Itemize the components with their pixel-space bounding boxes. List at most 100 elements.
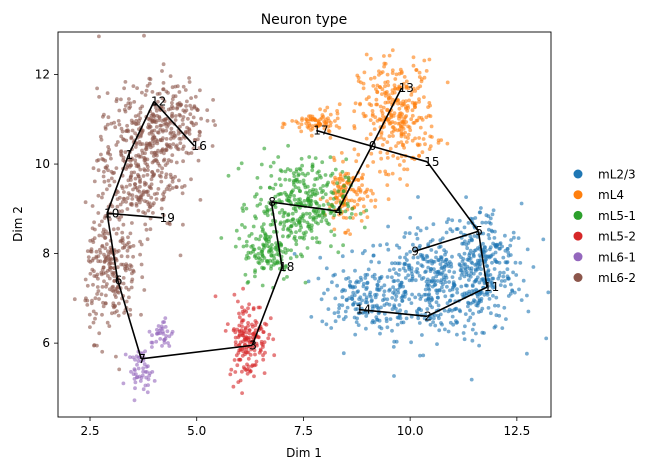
scatter-point: [490, 276, 495, 281]
scatter-point: [244, 256, 249, 261]
scatter-point: [369, 259, 374, 264]
scatter-point: [286, 234, 290, 239]
scatter-point: [290, 119, 295, 123]
scatter-point: [429, 124, 434, 129]
scatter-point: [405, 183, 409, 188]
scatter-point: [83, 200, 88, 205]
scatter-point: [426, 282, 430, 287]
scatter-point: [167, 344, 172, 348]
scatter-point: [120, 209, 124, 214]
scatter-point: [388, 100, 393, 104]
scatter-point: [93, 296, 98, 301]
scatter-point: [400, 119, 404, 124]
scatter-point: [278, 192, 282, 196]
scatter-point: [477, 253, 482, 257]
scatter-point: [512, 235, 516, 240]
scatter-point: [107, 276, 112, 281]
scatter-point: [380, 70, 385, 74]
scatter-point: [325, 287, 330, 292]
scatter-point: [401, 132, 406, 137]
scatter-point: [309, 315, 314, 319]
scatter-point: [343, 175, 348, 180]
scatter-point: [129, 173, 134, 178]
graph-node-label: 16: [192, 139, 207, 153]
scatter-point: [353, 212, 358, 217]
scatter-point: [276, 155, 281, 159]
scatter-point: [296, 186, 301, 191]
scatter-point: [396, 114, 401, 118]
scatter-point: [128, 183, 132, 187]
scatter-point: [324, 218, 329, 223]
scatter-point: [385, 242, 389, 247]
scatter-point: [180, 191, 185, 196]
scatter-point: [261, 357, 266, 362]
scatter-point: [231, 384, 236, 389]
scatter-point: [236, 335, 241, 340]
scatter-point: [408, 249, 412, 254]
scatter-point: [322, 291, 326, 296]
graph-edge: [141, 344, 253, 360]
graph-node-label: 2: [424, 309, 432, 323]
scatter-point: [369, 198, 373, 203]
scatter-point: [367, 95, 371, 99]
scatter-point: [404, 105, 408, 110]
scatter-point: [407, 125, 412, 130]
scatter-point: [363, 300, 368, 305]
scatter-point: [161, 106, 166, 110]
scatter-point: [306, 126, 311, 130]
scatter-point: [378, 117, 383, 122]
scatter-point: [382, 54, 386, 58]
scatter-point: [371, 319, 375, 323]
scatter-point: [136, 359, 141, 363]
scatter-point: [107, 147, 111, 152]
scatter-point: [181, 222, 185, 227]
legend-label: mL4: [598, 188, 624, 202]
scatter-point: [129, 279, 134, 284]
scatter-point: [157, 116, 162, 120]
scatter-point: [185, 99, 189, 104]
scatter-point: [442, 308, 447, 313]
scatter-point: [438, 262, 443, 266]
scatter-point: [272, 353, 277, 358]
scatter-point: [387, 134, 392, 139]
graph-edge: [153, 100, 196, 147]
scatter-point: [307, 202, 311, 207]
scatter-point: [163, 316, 168, 320]
scatter-point: [250, 345, 255, 350]
scatter-point: [414, 232, 419, 237]
scatter-point: [269, 264, 274, 268]
scatter-point: [464, 195, 468, 200]
scatter-point: [335, 181, 340, 186]
scatter-point: [315, 171, 320, 175]
scatter-point: [124, 299, 129, 304]
scatter-point: [371, 84, 376, 88]
scatter-point: [99, 137, 104, 142]
scatter-point: [140, 90, 144, 95]
scatter-point: [232, 327, 236, 331]
scatter-point: [103, 270, 108, 275]
scatter-point: [308, 215, 312, 220]
scatter-point: [521, 278, 526, 283]
scatter-point: [178, 124, 182, 129]
scatter-point: [396, 273, 401, 277]
scatter-point: [132, 367, 137, 371]
scatter-point: [397, 127, 402, 132]
scatter-point: [307, 155, 312, 159]
scatter-point: [505, 267, 510, 272]
scatter-point: [270, 222, 275, 227]
scatter-point: [122, 190, 126, 194]
scatter-point: [297, 125, 302, 130]
scatter-point: [390, 261, 394, 266]
scatter-point: [259, 197, 263, 202]
scatter-point: [469, 266, 474, 271]
scatter-point: [173, 174, 178, 179]
scatter-point: [390, 130, 394, 135]
scatter-point: [491, 293, 495, 298]
scatter-point: [156, 148, 160, 153]
scatter-point: [421, 353, 426, 358]
scatter-point: [136, 366, 141, 371]
scatter-point: [358, 295, 363, 300]
scatter-point: [541, 237, 546, 242]
scatter-point: [237, 236, 242, 241]
scatter-point: [325, 105, 330, 110]
